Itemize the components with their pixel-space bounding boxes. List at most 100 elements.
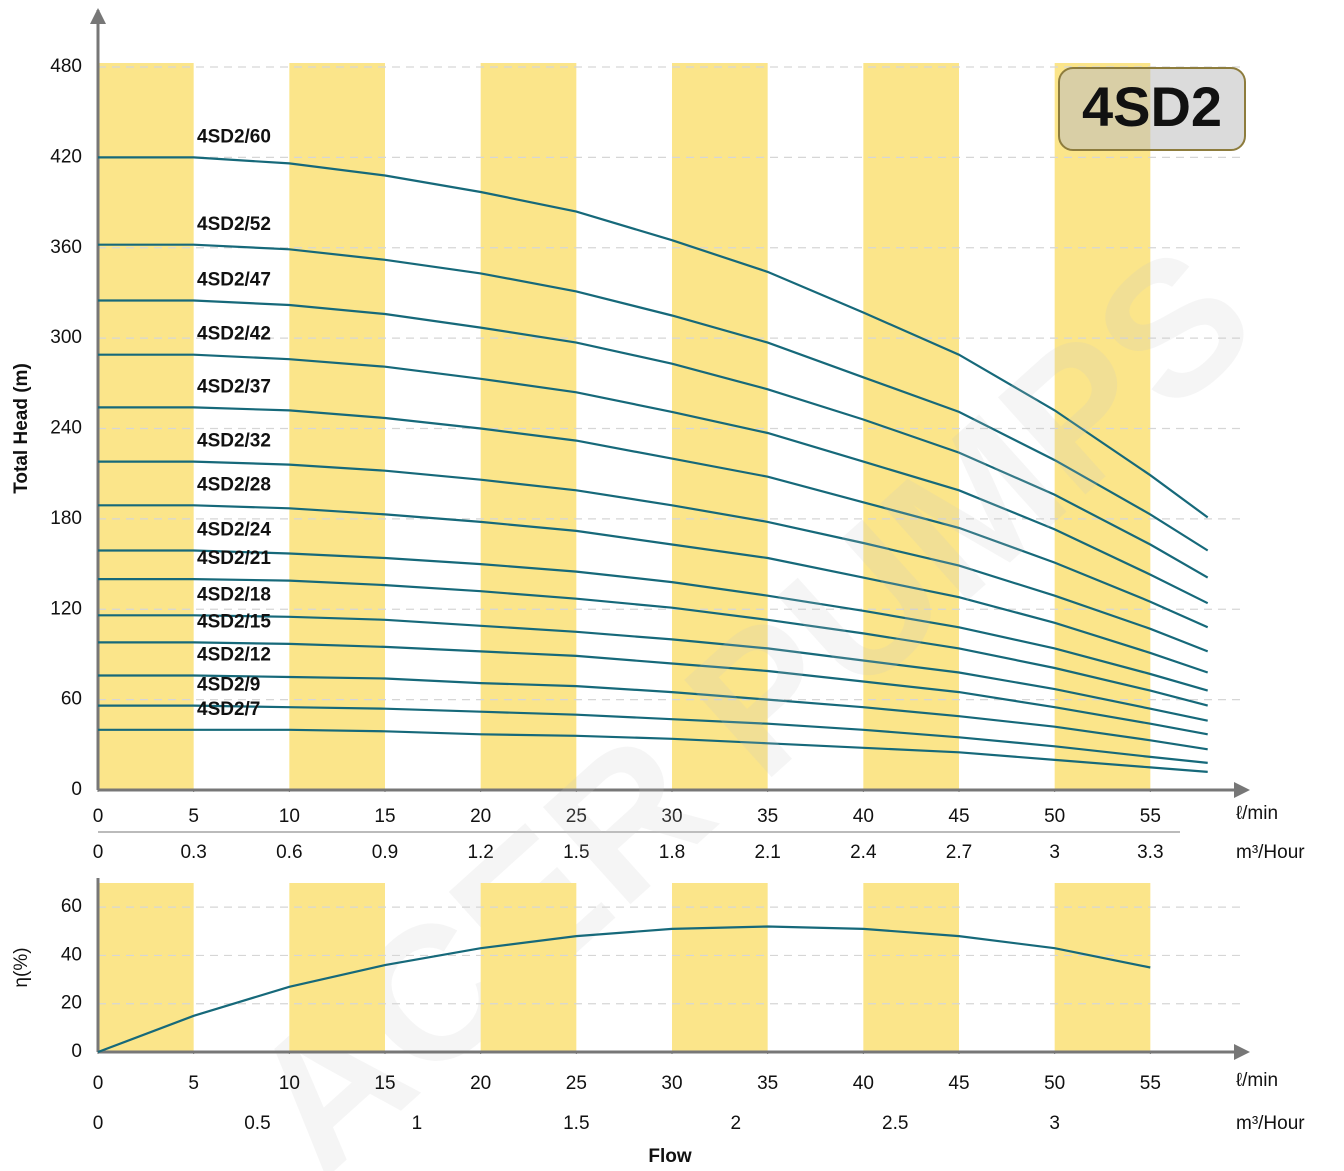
x2-tick-label: 1 xyxy=(412,1113,423,1134)
x2-tick-label: 0 xyxy=(93,842,104,863)
curve xyxy=(98,156,1209,519)
y-tick-label: 420 xyxy=(50,146,82,167)
x-tick-label: 15 xyxy=(374,1073,395,1094)
x2-tick-label: 0 xyxy=(93,1113,104,1134)
x-tick-label: 0 xyxy=(93,806,104,827)
y-tick-label: 60 xyxy=(61,896,82,917)
curve xyxy=(98,641,1208,736)
x-tick-label: 20 xyxy=(470,1073,491,1094)
band xyxy=(480,883,577,1052)
y-tick-label: 480 xyxy=(50,56,82,77)
series-label: 4SD2/21 xyxy=(197,548,271,569)
x-tick-label: 5 xyxy=(188,806,199,827)
badge-text: 4SD2 xyxy=(1082,75,1222,138)
curve xyxy=(98,578,1208,707)
x2-tick-label: 3.3 xyxy=(1137,842,1163,863)
band xyxy=(98,63,194,790)
series-label: 4SD2/32 xyxy=(197,431,271,452)
series-label: 4SD2/47 xyxy=(197,269,271,290)
band xyxy=(289,883,385,1052)
x-tick-label: 25 xyxy=(566,1073,587,1094)
x-tick-label: 30 xyxy=(661,806,682,827)
series-label: 4SD2/9 xyxy=(197,675,260,696)
y-axis-label: η(%) xyxy=(11,947,32,987)
curve xyxy=(98,728,1208,773)
curve xyxy=(98,674,1208,751)
badge-box xyxy=(1058,67,1246,151)
x2-tick-label: 0.9 xyxy=(372,842,398,863)
band xyxy=(1054,883,1151,1052)
series-label: 4SD2/37 xyxy=(197,376,271,397)
band xyxy=(289,63,385,790)
x-tick-label: 50 xyxy=(1044,806,1065,827)
x2-tick-label: 1.5 xyxy=(563,842,589,863)
x2-tick-label: 2 xyxy=(730,1113,741,1134)
x-tick-label: 55 xyxy=(1140,1073,1161,1094)
x-arrow xyxy=(1234,782,1250,798)
x2-tick-label: 0.3 xyxy=(180,842,206,863)
x2-tick-label: 1.2 xyxy=(467,842,493,863)
x-axis-label: Flow xyxy=(648,1146,691,1167)
series-label: 4SD2/7 xyxy=(197,699,260,720)
curve xyxy=(98,614,1208,722)
curve xyxy=(97,925,1151,1054)
y-tick-label: 0 xyxy=(71,779,82,800)
x2-tick-label: 1.5 xyxy=(563,1113,589,1134)
y-tick-label: 360 xyxy=(50,237,82,258)
x2-tick-label: 1.8 xyxy=(659,842,685,863)
x2-tick-label: 2.4 xyxy=(850,842,877,863)
x-tick-label: 50 xyxy=(1044,1073,1065,1094)
curve xyxy=(98,704,1208,764)
x2-unit-label: m³/Hour xyxy=(1236,842,1305,863)
curve xyxy=(98,460,1209,653)
band xyxy=(863,63,959,790)
y-tick-label: 60 xyxy=(61,689,82,710)
y-tick-label: 180 xyxy=(50,508,82,529)
x-unit-label: ℓ/min xyxy=(1236,803,1278,824)
series-label: 4SD2/52 xyxy=(197,214,271,235)
x-tick-label: 10 xyxy=(279,806,300,827)
x-arrow xyxy=(1234,1044,1250,1060)
x-tick-label: 55 xyxy=(1140,806,1161,827)
x-tick-label: 35 xyxy=(757,1073,778,1094)
x-tick-label: 40 xyxy=(853,806,874,827)
series-label: 4SD2/24 xyxy=(197,520,271,541)
x-tick-label: 15 xyxy=(374,806,395,827)
series-label: 4SD2/28 xyxy=(197,474,271,495)
y-tick-label: 240 xyxy=(50,418,82,439)
x-tick-label: 10 xyxy=(279,1073,300,1094)
x2-unit-label: m³/Hour xyxy=(1236,1113,1305,1134)
series-label: 4SD2/60 xyxy=(197,126,271,147)
x-tick-label: 5 xyxy=(188,1073,199,1094)
band xyxy=(480,63,577,790)
x2-tick-label: 0.6 xyxy=(276,842,302,863)
y-tick-label: 300 xyxy=(50,327,82,348)
x-tick-label: 45 xyxy=(948,1073,969,1094)
curve xyxy=(98,243,1209,552)
band xyxy=(672,883,768,1052)
x2-tick-label: 2.1 xyxy=(754,842,780,863)
x2-tick-label: 3 xyxy=(1049,842,1060,863)
x2-tick-label: 0.5 xyxy=(244,1113,270,1134)
x2-tick-label: 2.7 xyxy=(946,842,972,863)
y-tick-label: 120 xyxy=(50,598,82,619)
series-label: 4SD2/18 xyxy=(197,584,271,605)
series-label: 4SD2/15 xyxy=(197,611,271,632)
y-arrow xyxy=(90,8,106,24)
series-label: 4SD2/42 xyxy=(197,324,271,345)
x-tick-label: 25 xyxy=(566,806,587,827)
y-axis-label: Total Head (m) xyxy=(11,363,32,494)
x2-tick-label: 3 xyxy=(1049,1113,1060,1134)
curve xyxy=(98,299,1209,579)
y-tick-label: 40 xyxy=(61,944,82,965)
band xyxy=(98,883,194,1052)
y-tick-label: 20 xyxy=(61,993,82,1014)
curve xyxy=(98,353,1209,605)
x-tick-label: 30 xyxy=(661,1073,682,1094)
x-tick-label: 40 xyxy=(853,1073,874,1094)
x-tick-label: 45 xyxy=(948,806,969,827)
band xyxy=(863,883,959,1052)
series-label: 4SD2/12 xyxy=(197,645,271,666)
x-tick-label: 0 xyxy=(93,1073,104,1094)
